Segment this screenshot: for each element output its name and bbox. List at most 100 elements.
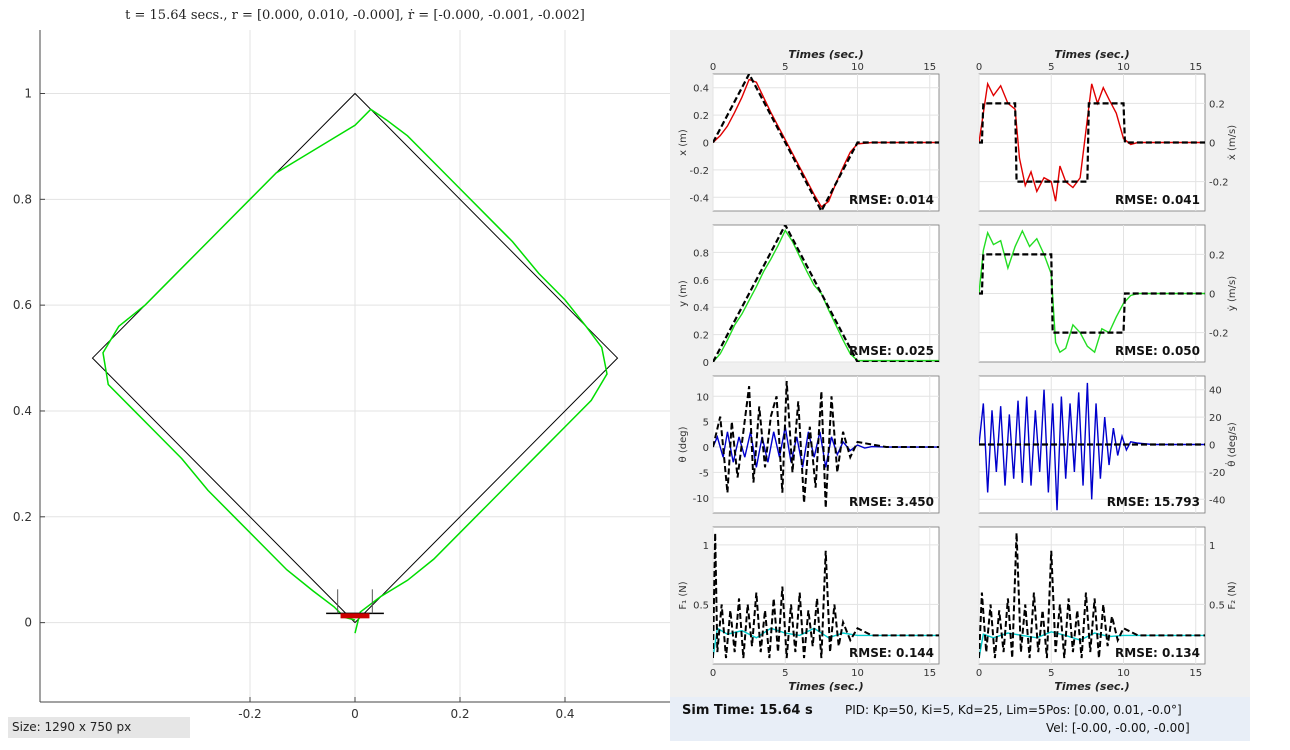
subplot-panel: -0.4 -0.2 0 0.2 0.4 0 5 10 15 Times (sec.) x (m) RM… [670, 30, 1250, 697]
main-title: t = 15.64 secs., r = [0.000, 0.010, -0.0… [125, 8, 585, 23]
x-tick-label: 0 [976, 62, 982, 73]
y-tick-label: 0 [1209, 290, 1215, 301]
y-tick-label: 0.8 [13, 192, 32, 206]
y-tick-label: 0.4 [693, 303, 709, 314]
actual-path [102, 108, 608, 634]
subplot-y: 0 0.2 0.4 0.6 0.8 y (m) RMSE: 0.025 [678, 224, 940, 369]
reference-trace [713, 381, 939, 508]
y-axis-label: x (m) [678, 129, 689, 156]
y-tick-label: 5 [703, 418, 709, 429]
size-label: Size: 1290 x 750 px [8, 717, 190, 738]
robot-body [340, 613, 370, 619]
y-tick-label: -0.2 [689, 166, 709, 177]
rmse-label: RMSE: 0.025 [849, 344, 934, 358]
x-tick-label: 15 [1189, 668, 1202, 679]
reference-trace [979, 532, 1205, 659]
y-tick-label: 1 [24, 86, 32, 100]
y-tick-label: 0.8 [693, 248, 709, 259]
pid-params-readout: PID: Kp=50, Ki=5, Kd=25, Lim=5 [845, 703, 1046, 717]
x-tick-label: 5 [782, 668, 788, 679]
y-axis-label: y (m) [678, 280, 689, 307]
y-tick-label: 0.5 [693, 600, 709, 611]
y-tick-label: -5 [699, 468, 709, 479]
y-tick-label: 0 [1209, 441, 1215, 452]
y-tick-label: 1 [1209, 541, 1215, 552]
y-tick-label: 40 [1209, 386, 1222, 397]
rmse-label: RMSE: 0.014 [849, 193, 934, 207]
reference-trace [979, 253, 1205, 334]
y-tick-label: -0.2 [1209, 329, 1229, 340]
rmse-label: RMSE: 0.134 [1115, 646, 1200, 660]
rmse-label: RMSE: 3.450 [849, 495, 934, 509]
y-axis-label: ẏ (m/s) [1227, 276, 1238, 311]
subplot-xdot: -0.2 0 0.2 0 5 10 15 Times (sec.) ẋ (m/s) RMSE: 0… [976, 48, 1238, 212]
y-axis-label: θ̇ (deg/s) [1224, 422, 1238, 467]
x-axis-label: Times (sec.) [1054, 680, 1129, 693]
y-tick-label: 0.2 [13, 510, 32, 524]
y-tick-label: 0 [24, 616, 32, 630]
x-tick-label: 15 [923, 62, 936, 73]
y-tick-label: 10 [696, 392, 709, 403]
x-tick-label: 5 [782, 62, 788, 73]
x-tick-label: 5 [1048, 668, 1054, 679]
rmse-label: RMSE: 0.050 [1115, 344, 1200, 358]
reference-trace [713, 225, 939, 362]
x-tick-label: 10 [851, 62, 864, 73]
x-tick-label: 0.4 [555, 707, 574, 721]
y-tick-label: 0.6 [13, 298, 32, 312]
reference-trace [979, 102, 1205, 183]
reference-path [91, 92, 619, 623]
y-axis-label: θ (deg) [678, 426, 689, 462]
x-tick-label: 0 [710, 62, 716, 73]
trajectory-plot: -0.2 0 0.2 0.4 0 0.2 0.4 0.6 0.8 1 [13, 30, 670, 721]
y-tick-label: 0.2 [693, 111, 709, 122]
x-tick-label: -0.2 [238, 707, 261, 721]
x-tick-label: 10 [1117, 62, 1130, 73]
y-tick-label: -0.2 [1209, 178, 1229, 189]
subplot-ydot: -0.2 0 0.2 ẏ (m/s) RMSE: 0.050 [978, 224, 1238, 363]
y-tick-label: 0 [703, 443, 709, 454]
rmse-label: RMSE: 0.041 [1115, 193, 1200, 207]
y-tick-label: -0.4 [689, 193, 709, 204]
x-tick-label: 15 [923, 668, 936, 679]
status-bar: Sim Time: 15.64 s PID: Kp=50, Ki=5, Kd=2… [670, 697, 1250, 741]
y-tick-label: 0.4 [693, 84, 709, 95]
x-tick-label: 10 [851, 668, 864, 679]
y-tick-label: 0 [1209, 139, 1215, 150]
actual-trace [713, 78, 939, 208]
y-tick-label: 1 [703, 541, 709, 552]
subplot-area [712, 375, 940, 514]
y-tick-label: 0.4 [13, 404, 32, 418]
subplot-area [712, 526, 940, 665]
reference-trace [713, 532, 939, 659]
y-axis-label: ẋ (m/s) [1227, 125, 1238, 160]
rmse-label: RMSE: 15.793 [1107, 495, 1200, 509]
rmse-label: RMSE: 0.144 [849, 646, 934, 660]
y-tick-label: 0.6 [693, 276, 709, 287]
y-tick-label: 0.2 [1209, 250, 1225, 261]
x-tick-label: 10 [1117, 668, 1130, 679]
reference-trace [713, 74, 939, 211]
subplot-area [712, 224, 940, 363]
y-tick-label: 0.2 [1209, 99, 1225, 110]
x-tick-label: 0 [351, 707, 359, 721]
x-axis-label: Times (sec.) [788, 680, 863, 693]
position-readout: Pos: [0.00, 0.01, -0.0°] [1046, 703, 1182, 717]
y-tick-label: -40 [1209, 495, 1225, 506]
x-axis-label: Times (sec.) [1054, 48, 1129, 61]
sim-time-readout: Sim Time: 15.64 s [682, 703, 813, 718]
y-tick-label: 0 [703, 139, 709, 150]
actual-trace [979, 382, 1205, 511]
x-tick-label: 0 [710, 668, 716, 679]
y-axis-label: F₁ (N) [678, 581, 689, 609]
y-tick-label: -20 [1209, 468, 1225, 479]
x-tick-label: 0 [976, 668, 982, 679]
y-tick-label: 0.2 [693, 331, 709, 342]
y-tick-label: 20 [1209, 413, 1222, 424]
y-tick-label: 0.5 [1209, 600, 1225, 611]
x-tick-label: 15 [1189, 62, 1202, 73]
